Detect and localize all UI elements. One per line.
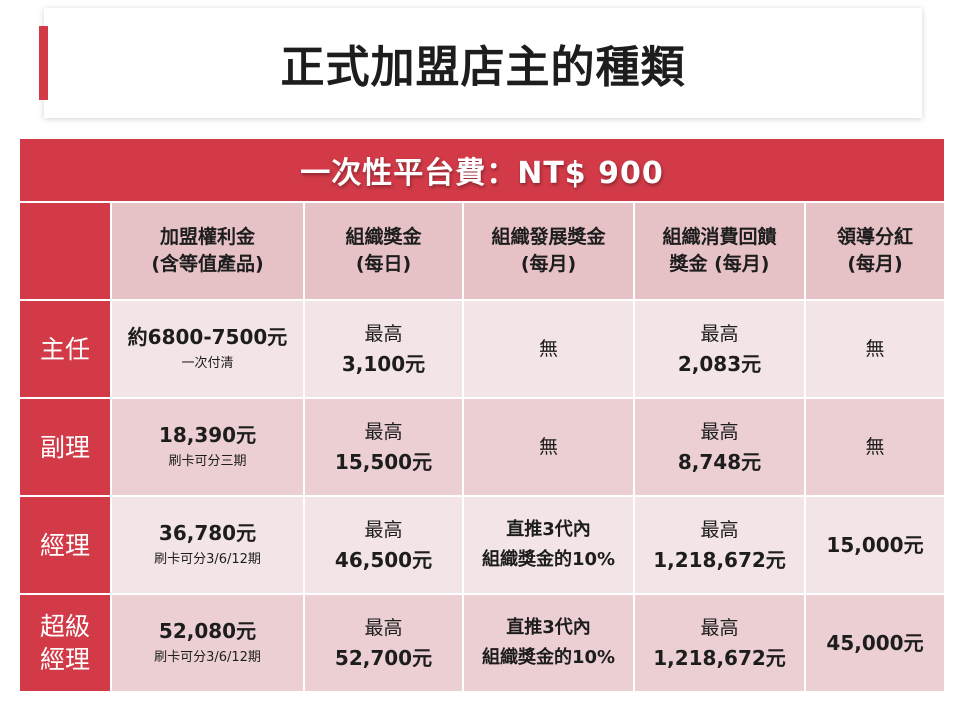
table-row: 超級 經理 52,080元 刷卡可分3/6/12期 最高 52,700元 直推3… xyxy=(18,593,946,693)
header-line: 領導分紅 xyxy=(836,226,913,248)
header-line: 組織獎金 xyxy=(345,226,422,248)
daily-bonus-cell: 最高 46,500元 xyxy=(303,495,464,595)
rank-cell: 經理 xyxy=(18,495,112,595)
max-value: 1,218,672元 xyxy=(653,646,786,670)
max-label: 最高 xyxy=(700,617,739,639)
title-accent-bar xyxy=(39,26,48,100)
rank-label: 經理 xyxy=(39,645,90,674)
rank-cell: 主任 xyxy=(18,299,112,399)
dev-bonus-line: 直推3代內 xyxy=(506,617,591,638)
max-label: 最高 xyxy=(700,519,739,541)
header-line: (每月) xyxy=(520,253,577,275)
max-label: 最高 xyxy=(364,617,403,639)
header-line: 組織消費回饋 xyxy=(662,226,777,248)
franchise-fee-cell: 約6800-7500元 一次付清 xyxy=(110,299,305,399)
rank-label: 主任 xyxy=(39,334,90,364)
fee-payment-note: 刷卡可分3/6/12期 xyxy=(154,552,261,567)
fee-payment-note: 刷卡可分三期 xyxy=(168,454,247,469)
header-line: (每日) xyxy=(355,253,412,275)
rank-label: 超級 xyxy=(39,612,90,641)
dividend-value: 15,000元 xyxy=(826,533,924,557)
page-title: 正式加盟店主的種類 xyxy=(280,42,686,93)
daily-bonus-cell: 最高 15,500元 xyxy=(303,397,464,497)
dev-bonus-line: 組織獎金的10% xyxy=(481,549,616,570)
leadership-dividend-cell: 無 xyxy=(804,299,946,399)
consumption-bonus-cell: 最高 1,218,672元 xyxy=(633,495,806,595)
development-bonus-cell: 無 xyxy=(462,397,635,497)
max-label: 最高 xyxy=(700,323,739,345)
membership-table: 一次性平台費：NT$ 900 加盟權利金 (含等值產品) 組織獎金 (每日) 組… xyxy=(18,137,946,693)
leadership-dividend-cell: 15,000元 xyxy=(804,495,946,595)
rank-label: 副理 xyxy=(39,432,90,462)
dev-bonus-line: 組織獎金的10% xyxy=(481,647,616,668)
leadership-dividend-cell: 無 xyxy=(804,397,946,497)
fee-amount: 52,080元 xyxy=(158,619,257,643)
header-development-bonus: 組織發展獎金 (每月) xyxy=(462,201,635,301)
max-value: 15,500元 xyxy=(334,450,433,474)
dev-bonus-line: 直推3代內 xyxy=(506,519,591,540)
daily-bonus-cell: 最高 3,100元 xyxy=(303,299,464,399)
fee-amount: 36,780元 xyxy=(158,521,257,545)
max-value: 46,500元 xyxy=(334,548,433,572)
rank-cell: 超級 經理 xyxy=(18,593,112,693)
title-card xyxy=(44,8,922,118)
rank-cell: 副理 xyxy=(18,397,112,497)
fee-amount: 18,390元 xyxy=(158,423,257,447)
none-text: 無 xyxy=(538,436,558,458)
max-label: 最高 xyxy=(700,421,739,443)
leadership-dividend-cell: 45,000元 xyxy=(804,593,946,693)
consumption-bonus-cell: 最高 2,083元 xyxy=(633,299,806,399)
max-label: 最高 xyxy=(364,323,403,345)
header-leadership-dividend: 領導分紅 (每月) xyxy=(804,201,946,301)
max-label: 最高 xyxy=(364,421,403,443)
max-value: 2,083元 xyxy=(677,352,762,376)
header-corner xyxy=(18,201,112,301)
table-row: 主任 約6800-7500元 一次付清 最高 3,100元 無 最高 2,083… xyxy=(18,299,946,399)
header-line: 組織發展獎金 xyxy=(491,226,606,248)
dividend-value: 45,000元 xyxy=(826,631,924,655)
consumption-bonus-cell: 最高 8,748元 xyxy=(633,397,806,497)
franchise-fee-cell: 18,390元 刷卡可分三期 xyxy=(110,397,305,497)
header-franchise-fee: 加盟權利金 (含等值產品) xyxy=(110,201,305,301)
development-bonus-cell: 直推3代內 組織獎金的10% xyxy=(462,495,635,595)
max-value: 1,218,672元 xyxy=(653,548,786,572)
rank-label: 經理 xyxy=(39,530,90,560)
franchise-fee-cell: 36,780元 刷卡可分3/6/12期 xyxy=(110,495,305,595)
header-daily-bonus: 組織獎金 (每日) xyxy=(303,201,464,301)
platform-fee-banner: 一次性平台費：NT$ 900 xyxy=(18,137,946,203)
header-line: (含等值產品) xyxy=(151,253,264,275)
header-line: (每月) xyxy=(847,253,903,275)
banner-row: 一次性平台費：NT$ 900 xyxy=(18,137,946,203)
header-consumption-bonus: 組織消費回饋 獎金 (每月) xyxy=(633,201,806,301)
franchise-fee-cell: 52,080元 刷卡可分3/6/12期 xyxy=(110,593,305,693)
max-value: 8,748元 xyxy=(677,450,762,474)
header-line: 獎金 (每月) xyxy=(669,253,770,275)
none-text: 無 xyxy=(865,436,885,458)
development-bonus-cell: 無 xyxy=(462,299,635,399)
daily-bonus-cell: 最高 52,700元 xyxy=(303,593,464,693)
header-row: 加盟權利金 (含等值產品) 組織獎金 (每日) 組織發展獎金 (每月) 組織消費… xyxy=(18,201,946,301)
table-row: 副理 18,390元 刷卡可分三期 最高 15,500元 無 最高 8,748元… xyxy=(18,397,946,497)
max-label: 最高 xyxy=(364,519,403,541)
consumption-bonus-cell: 最高 1,218,672元 xyxy=(633,593,806,693)
max-value: 3,100元 xyxy=(341,352,426,376)
fee-amount: 約6800-7500元 xyxy=(127,325,288,349)
table-row: 經理 36,780元 刷卡可分3/6/12期 最高 46,500元 直推3代內 … xyxy=(18,495,946,595)
none-text: 無 xyxy=(538,338,558,360)
header-line: 加盟權利金 xyxy=(159,226,255,248)
development-bonus-cell: 直推3代內 組織獎金的10% xyxy=(462,593,635,693)
fee-payment-note: 一次付清 xyxy=(181,356,234,371)
none-text: 無 xyxy=(865,338,885,360)
max-value: 52,700元 xyxy=(334,646,433,670)
fee-payment-note: 刷卡可分3/6/12期 xyxy=(154,650,261,665)
